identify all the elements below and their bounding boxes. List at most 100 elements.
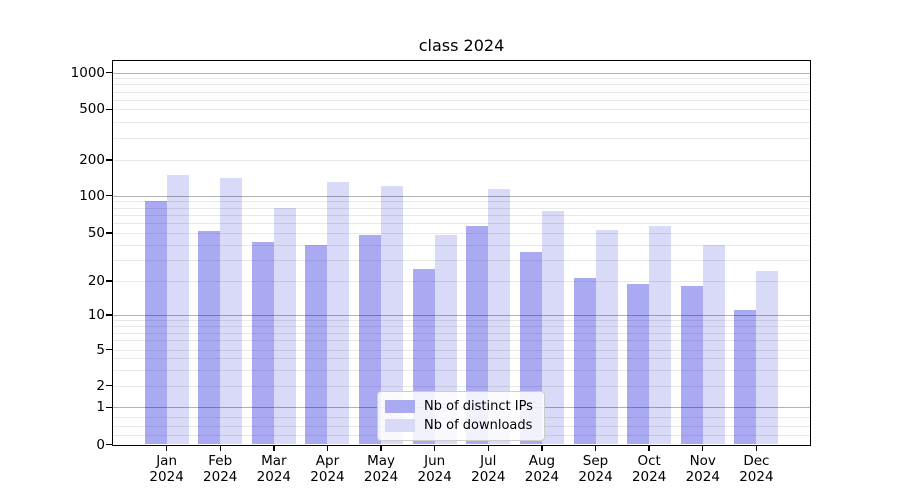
x-axis-tick — [755, 444, 758, 451]
x-tick-label: Jan 2024 — [137, 453, 197, 485]
minor-gridline — [113, 84, 810, 86]
minor-gridline — [113, 214, 810, 216]
x-tick-year: 2024 — [310, 469, 345, 485]
x-tick-label: Jul 2024 — [458, 453, 518, 485]
legend-row-distinct-ips: Nb of distinct IPs — [385, 397, 544, 416]
x-tick-label: Sep 2024 — [566, 453, 626, 485]
y-tick-label: 1000 — [70, 64, 105, 81]
minor-gridline — [113, 109, 810, 111]
y-tick-label: 20 — [87, 273, 105, 289]
x-tick-year: 2024 — [631, 469, 667, 485]
y-tick-label: 5 — [96, 341, 105, 358]
x-tick-year: 2024 — [203, 469, 238, 485]
y-axis-tick — [106, 232, 112, 234]
x-axis-tick — [648, 444, 650, 451]
x-tick-year: 2024 — [149, 469, 184, 485]
x-tick-month: Apr — [315, 453, 340, 469]
y-axis-tick — [106, 385, 112, 387]
y-tick-label: 2 — [96, 377, 105, 394]
x-tick-year: 2024 — [578, 469, 613, 485]
x-axis-tick — [165, 444, 168, 451]
bar-downloads-feb — [220, 178, 243, 445]
bar-distinct-ips-oct — [627, 283, 650, 445]
legend-swatch — [385, 400, 415, 413]
x-tick-month: May — [367, 453, 396, 469]
bar-distinct-ips-apr — [305, 244, 328, 445]
x-tick-month: Sep — [582, 453, 609, 469]
x-axis-tick — [380, 444, 382, 451]
x-tick-month: Mar — [261, 453, 287, 469]
x-tick-month: Jun — [424, 453, 446, 469]
x-axis-tick — [541, 444, 543, 451]
bar-downloads-apr — [327, 182, 350, 445]
bar-distinct-ips-jan — [144, 201, 167, 445]
minor-gridline — [113, 207, 810, 209]
x-tick-label: Nov 2024 — [673, 453, 733, 485]
y-tick-label: 50 — [87, 225, 105, 241]
x-tick-year: 2024 — [471, 469, 506, 485]
y-tick-label: 100 — [79, 187, 105, 204]
bar-downloads-mar — [273, 207, 296, 445]
x-tick-year: 2024 — [417, 469, 452, 485]
y-axis-tick — [106, 314, 112, 316]
y-axis-tick — [106, 280, 112, 282]
x-axis-tick — [433, 444, 436, 451]
x-tick-month: Jan — [156, 453, 178, 469]
y-tick-label: 0 — [96, 436, 105, 453]
bar-downloads-sep — [595, 229, 618, 445]
bar-downloads-jan — [166, 174, 189, 445]
x-tick-label: Aug 2024 — [512, 453, 572, 485]
x-tick-label: Mar 2024 — [244, 453, 304, 485]
legend-label: Nb of distinct IPs — [424, 399, 533, 414]
x-tick-label: Oct 2024 — [619, 453, 679, 485]
bar-distinct-ips-feb — [198, 230, 221, 445]
x-tick-label: Dec 2024 — [726, 453, 786, 485]
x-tick-label: May 2024 — [351, 453, 411, 485]
bar-downloads-aug — [541, 211, 564, 445]
x-tick-month: Feb — [208, 453, 233, 469]
bar-distinct-ips-sep — [573, 278, 596, 445]
x-tick-month: Jul — [480, 453, 497, 469]
minor-gridline — [113, 160, 810, 161]
y-tick-label: 1 — [96, 399, 105, 416]
x-tick-year: 2024 — [363, 469, 399, 485]
minor-gridline — [113, 137, 810, 139]
bar-downloads-dec — [756, 271, 779, 445]
legend-swatch — [385, 419, 415, 432]
x-tick-month: Oct — [637, 453, 661, 469]
x-tick-label: Feb 2024 — [190, 453, 250, 485]
x-tick-year: 2024 — [685, 469, 720, 485]
x-tick-year: 2024 — [256, 469, 292, 485]
x-tick-year: 2024 — [524, 469, 560, 485]
major-gridline — [113, 72, 810, 74]
y-axis-tick — [106, 195, 112, 197]
legend: Nb of distinct IPs Nb of downloads — [377, 391, 545, 441]
minor-gridline — [113, 78, 810, 80]
bar-distinct-ips-dec — [734, 310, 757, 445]
plot-area: 0 1 2 5 10 20 50 100 200 500 1000 Jan 2024 Feb 2024 Mar… — [71, 60, 811, 485]
x-axis-tick — [487, 444, 489, 451]
major-gridline — [113, 195, 810, 197]
x-tick-label: Apr 2024 — [297, 453, 357, 485]
x-tick-month: Dec — [743, 453, 770, 469]
y-tick-label: 10 — [87, 307, 105, 323]
legend-label: Nb of downloads — [424, 418, 533, 433]
bar-distinct-ips-nov — [680, 286, 703, 445]
x-tick-month: Aug — [528, 453, 556, 469]
y-axis-tick — [106, 72, 112, 74]
y-axis-tick — [106, 443, 112, 446]
x-axis-tick — [219, 444, 221, 451]
chart-title: class 2024 — [418, 36, 505, 55]
minor-gridline — [113, 99, 810, 101]
bar-distinct-ips-may — [359, 235, 382, 445]
y-axis-tick — [106, 406, 112, 408]
y-tick-label: 500 — [79, 101, 105, 118]
minor-gridline — [113, 201, 810, 203]
x-tick-year: 2024 — [739, 469, 774, 485]
x-axis-tick — [594, 444, 597, 451]
y-axis-tick — [106, 159, 112, 161]
bar-downloads-nov — [702, 244, 725, 445]
bar-distinct-ips-jul — [466, 225, 489, 445]
minor-gridline — [113, 91, 810, 93]
